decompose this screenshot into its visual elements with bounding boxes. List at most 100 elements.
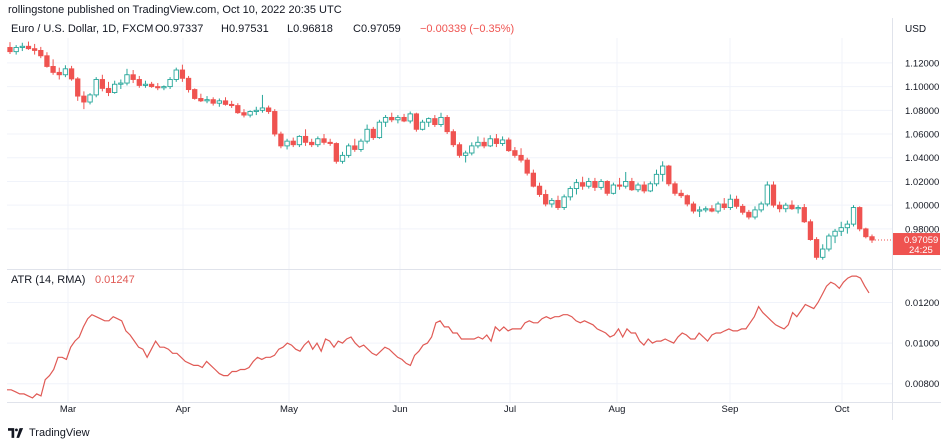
candle [826,233,832,252]
candle [296,135,303,148]
candle-body [844,223,851,229]
candle [426,117,432,127]
candle-body [413,113,420,130]
candle [185,75,192,93]
candle-body [820,248,826,258]
candle [118,79,124,89]
candle [555,195,561,210]
month-tick-label: Aug [609,404,626,415]
candle-body [395,116,401,121]
candle [253,106,259,116]
month-tick-label: Jun [392,404,407,415]
candle [432,115,438,127]
low-readout: L0.96818 [287,23,333,35]
candle [850,205,857,227]
candle [475,136,481,149]
candle [87,93,93,105]
candle [586,177,592,189]
candle [696,206,703,218]
candle-body [296,135,303,146]
candle-body [130,74,136,80]
chart-area[interactable]: Euro / U.S. Dollar, 1D, FXCM O0.97337 H0… [7,18,941,420]
candle [721,198,727,210]
candle-body [87,94,93,103]
candle-body [801,207,807,223]
candle-body [309,141,315,146]
candle [487,135,493,148]
candle [358,138,364,152]
candle [259,94,266,113]
candle [229,100,235,108]
candle-body [616,184,623,187]
candle [364,124,370,144]
candle-body [358,140,364,150]
candle [265,105,272,114]
candle-body [690,203,697,212]
month-tick-label: Apr [176,404,191,415]
candle [776,201,783,213]
candle [161,85,167,91]
candle-body [758,203,764,211]
candle [733,195,740,209]
candle [641,181,647,194]
ohlc-readout: O0.97337 H0.97531 L0.96818 C0.97059 −0.0… [155,23,514,35]
candle-body [278,133,284,147]
candle-body [62,68,69,76]
candle-body [641,184,647,192]
candle [456,142,463,158]
candle-body [222,100,229,105]
atr-layer [7,275,870,399]
chart-svg[interactable]: Euro / U.S. Dollar, 1D, FXCM O0.97337 H0… [7,18,941,420]
candle [660,161,666,182]
candle-body [444,116,450,133]
change-readout: −0.00339 (−0.35%) [420,23,514,35]
candle-body [518,154,524,161]
candle-body [549,199,555,205]
candle-body [752,209,758,218]
candle [7,42,13,55]
candle [290,137,296,148]
footer: TradingView [8,427,90,439]
candle-body [863,228,869,238]
candle-body [450,131,456,146]
candle-body [419,121,426,130]
candle [401,113,407,123]
candle-body [198,98,204,102]
high-readout: H0.97531 [221,23,269,35]
candle-body [235,105,241,114]
candle-body [789,204,795,210]
candle-body [345,145,352,156]
candle [813,237,820,260]
candle-body [481,141,487,147]
price-title: Euro / U.S. Dollar, 1D, FXCM [11,23,153,35]
candle-body [81,95,87,103]
candle [155,83,161,91]
candle-body [573,182,580,190]
price-tick-label: 1.08000 [905,106,939,117]
candle [629,177,635,191]
candle [278,131,284,149]
candle [167,77,173,89]
candle [758,201,764,213]
candle-body [38,49,44,57]
candle-body [370,128,376,139]
candle [204,96,210,104]
candle [321,134,327,145]
candle-body [272,111,278,135]
tradingview-logo-icon [8,428,24,438]
candle-body [290,140,296,146]
candle [524,157,530,176]
candle-body [715,203,721,212]
candle-body [733,198,740,207]
candle [610,182,617,195]
candle-body [173,69,179,80]
candle-body [795,207,801,210]
candle-body [850,207,857,225]
candle-body [105,87,112,93]
candle-body [185,77,192,91]
atr-tick-label: 0.00800 [905,379,939,390]
footer-brand: TradingView [29,427,90,439]
candle [389,112,395,123]
month-tick-label: Mar [60,404,76,415]
candle [530,169,537,188]
